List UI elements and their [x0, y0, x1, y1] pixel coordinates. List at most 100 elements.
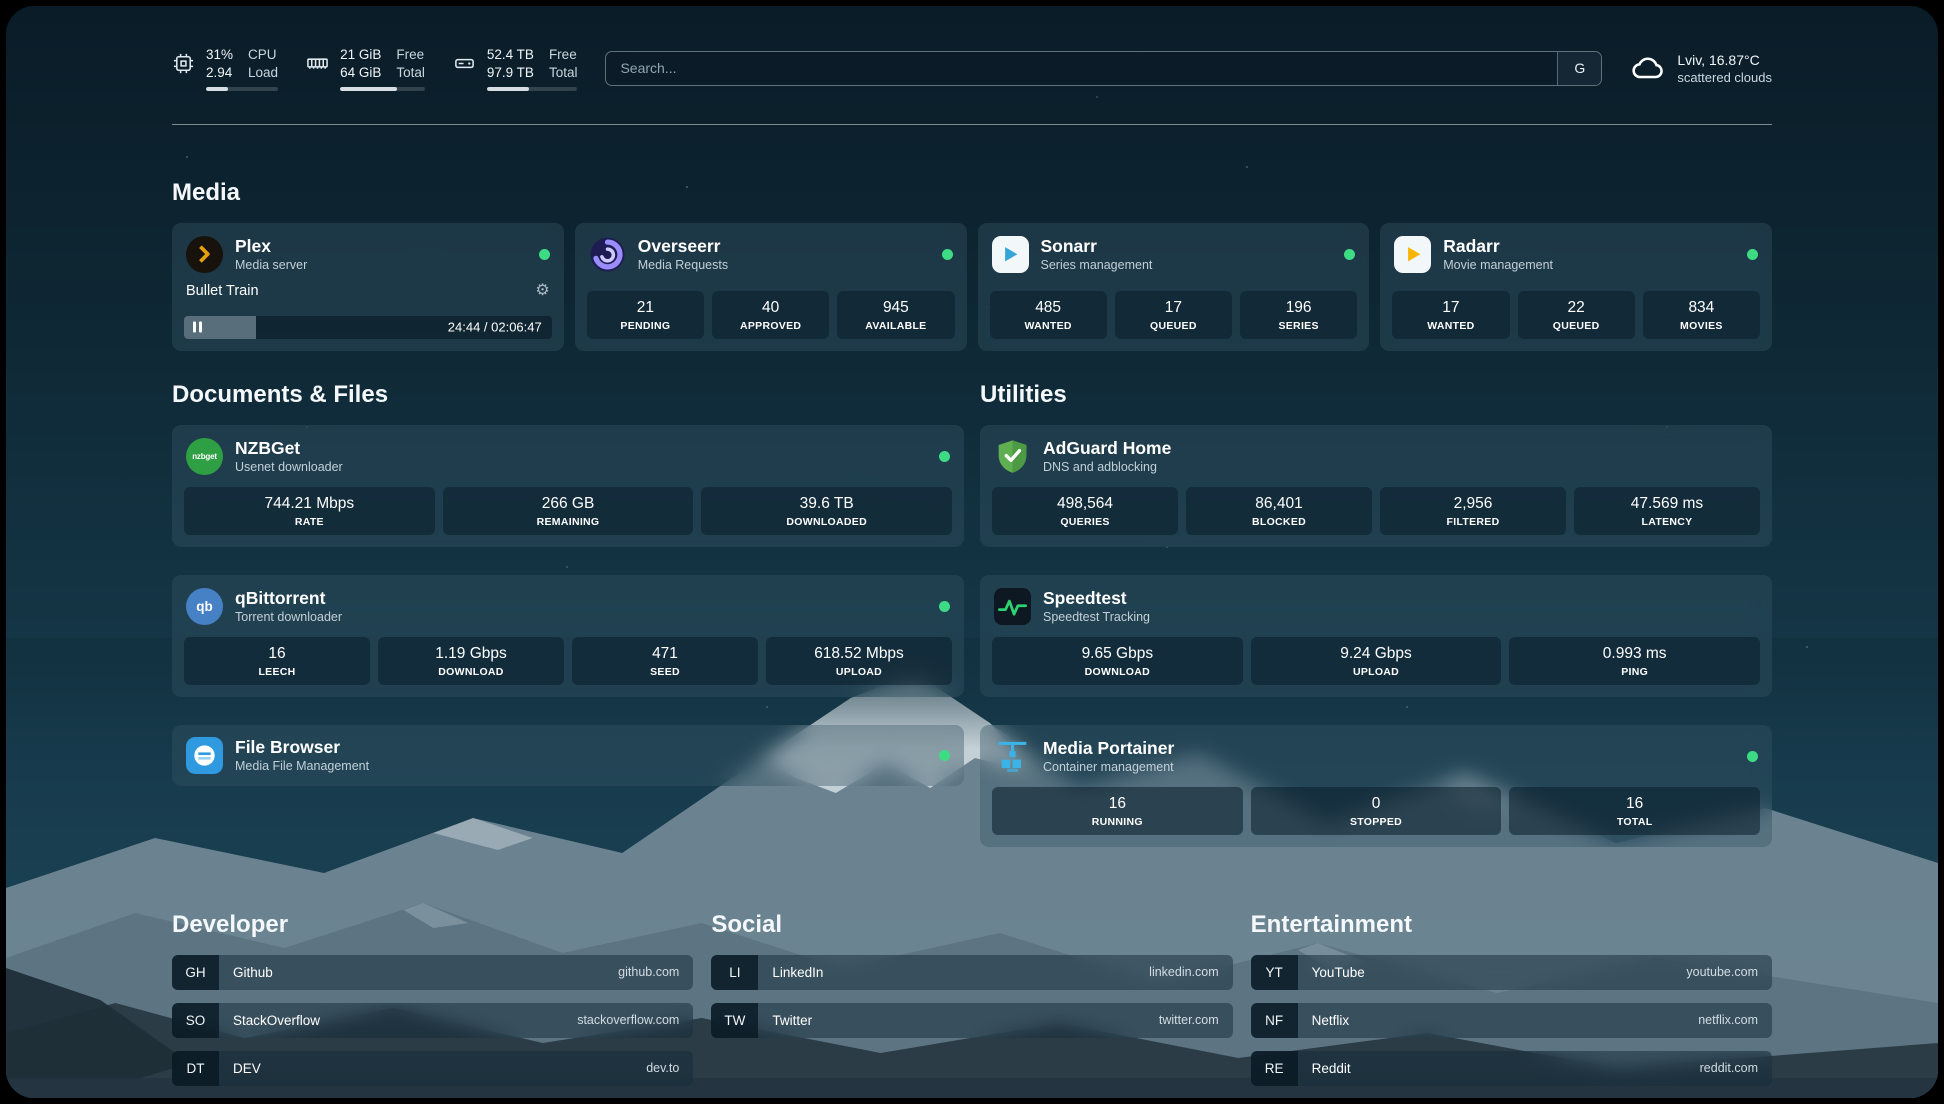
qbittorrent-card[interactable]: qb qBittorrent Torrent downloader 16 LEE… [172, 574, 964, 697]
cpu-label-bottom: Load [248, 64, 279, 80]
stat: 47.569 ms LATENCY [1574, 486, 1760, 535]
stat-value: 17 [1164, 298, 1182, 316]
memory-label-top: Free [396, 47, 425, 62]
header-divider [172, 123, 1772, 125]
overseerr-card[interactable]: Overseerr Media Requests 21 PENDING 40 A… [574, 222, 967, 351]
sonarr-card[interactable]: Sonarr Series management 485 WANTED 17 Q… [977, 222, 1370, 351]
card-subtitle: Media File Management [235, 759, 370, 774]
card-subtitle: DNS and adblocking [1043, 460, 1157, 475]
speedtest-card[interactable]: Speedtest Speedtest Tracking 9.65 Gbps D… [980, 574, 1772, 697]
stat-value: 16 [1108, 794, 1126, 812]
bookmark-youtube[interactable]: YT YouTube youtube.com [1250, 954, 1772, 990]
bookmark-name: Github [233, 964, 273, 980]
bookmark-name: Twitter [772, 1012, 813, 1028]
stat-label: LATENCY [1641, 515, 1693, 528]
memory-icon [306, 52, 329, 75]
nzbget-card[interactable]: nzbget NZBGet Usenet downloader 744.21 M… [172, 424, 964, 547]
gear-icon[interactable]: ⚙ [535, 281, 550, 299]
radarr-stats: 17 WANTED 22 QUEUED 834 MOVIES [1392, 290, 1760, 339]
bookmark-reddit[interactable]: RE Reddit reddit.com [1250, 1050, 1772, 1086]
stat-label: QUEUED [1150, 319, 1197, 332]
bookmark-name: DEV [233, 1060, 261, 1076]
stat: 86,401 BLOCKED [1186, 486, 1372, 535]
stat-label: QUERIES [1060, 515, 1110, 528]
card-title: Sonarr [1040, 236, 1097, 257]
stat-value: 1.19 Gbps [435, 644, 507, 662]
disk-label-top: Free [548, 47, 577, 62]
adguard-stats: 498,564 QUERIES 86,401 BLOCKED 2,956 FIL… [992, 486, 1760, 535]
adguard-card[interactable]: AdGuard Home DNS and adblocking 498,564 … [980, 424, 1772, 547]
stat-value: 266 GB [541, 494, 595, 512]
playback-progress-bar[interactable]: 24:44 / 02:06:47 [184, 315, 552, 339]
stat-label: APPROVED [739, 319, 802, 332]
stat-value: 17 [1442, 298, 1460, 316]
stat-value: 16 [268, 644, 286, 662]
disk-total: 97.9 TB [486, 64, 534, 80]
bookmark-domain: reddit.com [1699, 1061, 1758, 1076]
card-subtitle: Series management [1040, 258, 1153, 273]
stat-label: DOWNLOADED [786, 515, 867, 528]
card-subtitle: Movie management [1443, 258, 1554, 273]
status-dot [939, 600, 950, 612]
nzbget-stats: 744.21 Mbps RATE 266 GB REMAINING 39.6 T… [184, 486, 953, 535]
bookmark-linkedin[interactable]: LI LinkedIn linkedin.com [711, 954, 1233, 990]
section-title-media: Media [172, 178, 241, 206]
bookmark-github[interactable]: GH Github github.com [172, 954, 694, 990]
pause-icon[interactable] [193, 321, 202, 333]
disk-progress-bar [486, 86, 578, 91]
stat: 22 QUEUED [1517, 290, 1635, 339]
stat: 17 QUEUED [1114, 290, 1232, 339]
stat-label: FILTERED [1446, 515, 1500, 528]
portainer-icon [994, 738, 1031, 775]
bookmark-netflix[interactable]: NF Netflix netflix.com [1250, 1002, 1772, 1038]
stat: 21 PENDING [586, 290, 704, 339]
disk-label-bottom: Total [548, 64, 578, 80]
stat-label: LEECH [258, 665, 296, 678]
documents-column: Documents & Files nzbget NZBGet Usenet d… [172, 381, 964, 847]
cpu-progress-bar [206, 86, 279, 91]
stat: 2,956 FILTERED [1380, 486, 1566, 535]
stat: 0 STOPPED [1250, 786, 1502, 835]
top-bar: 31% 2.94 CPU Load 21 GiB [172, 6, 1772, 91]
status-dot [939, 749, 950, 761]
search-provider-button[interactable]: G [1557, 51, 1602, 85]
bookmark-name: StackOverflow [233, 1012, 321, 1028]
memory-label-bottom: Total [396, 64, 425, 80]
stat-label: DOWNLOAD [438, 665, 504, 678]
portainer-card[interactable]: Media Portainer Container management 16 … [980, 724, 1772, 847]
bookmark-dev[interactable]: DT DEV dev.to [172, 1050, 694, 1086]
card-title: Overseerr [637, 236, 721, 257]
bookmark-abbr: GH [172, 954, 219, 990]
dashboard-screen: 31% 2.94 CPU Load 21 GiB [6, 6, 1938, 1098]
bookmark-twitter[interactable]: TW Twitter twitter.com [711, 1002, 1233, 1038]
stat-value: 86,401 [1255, 494, 1303, 512]
stat-value: 22 [1567, 298, 1585, 316]
stat: 834 MOVIES [1642, 290, 1760, 339]
bookmark-domain: github.com [618, 965, 680, 980]
stat-value: 744.21 Mbps [264, 494, 355, 512]
card-subtitle: Usenet downloader [235, 460, 343, 475]
stat: 1.19 Gbps DOWNLOAD [378, 636, 564, 685]
stat-label: TOTAL [1616, 815, 1653, 828]
card-subtitle: Media server [235, 258, 308, 273]
bookmark-abbr: DT [172, 1050, 219, 1086]
filebrowser-card[interactable]: File Browser Media File Management [172, 724, 964, 786]
search-input[interactable] [606, 51, 1558, 85]
search-bar: G [605, 50, 1603, 86]
stat-label: REMAINING [536, 515, 600, 528]
bookmark-name: LinkedIn [772, 964, 824, 980]
bookmark-domain: stackoverflow.com [577, 1013, 680, 1028]
radarr-card[interactable]: Radarr Movie management 17 WANTED 22 QUE… [1380, 222, 1772, 351]
bookmark-stackoverflow[interactable]: SO StackOverflow stackoverflow.com [172, 1002, 694, 1038]
stat-label: MOVIES [1680, 319, 1723, 332]
card-subtitle: Media Requests [637, 258, 729, 273]
stat-label: WANTED [1024, 319, 1072, 332]
stat: 16 LEECH [184, 636, 370, 685]
cpu-loadavg: 2.94 [206, 64, 233, 80]
card-title: Plex [235, 236, 271, 257]
sonarr-stats: 485 WANTED 17 QUEUED 196 SERIES [989, 290, 1358, 339]
plex-card[interactable]: Plex Media server Bullet Train ⚙ 24:44 /… [172, 222, 564, 351]
weather-location: Lviv, 16.87°C [1677, 51, 1760, 68]
bookmark-name: YouTube [1311, 964, 1365, 980]
bookmark-abbr: NF [1250, 1002, 1298, 1038]
